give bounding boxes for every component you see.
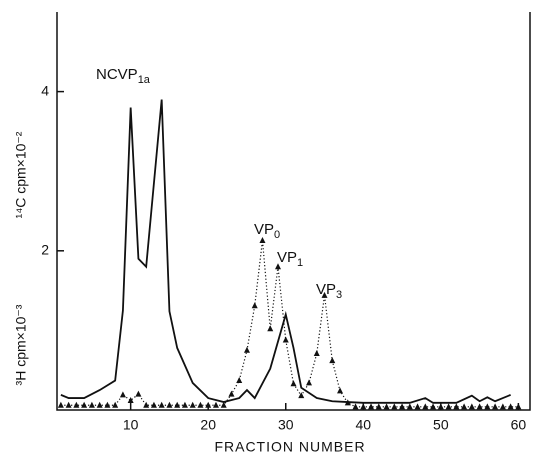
triangle-marker bbox=[515, 403, 522, 410]
annotation-subscript: 1 bbox=[297, 257, 303, 269]
triangle-marker bbox=[243, 346, 250, 353]
annotation-subscript: 0 bbox=[274, 229, 280, 241]
triangle-marker bbox=[135, 390, 142, 397]
triangle-marker bbox=[96, 401, 103, 408]
triangle-marker bbox=[158, 401, 165, 408]
triangle-marker bbox=[453, 403, 460, 410]
triangle-marker bbox=[81, 401, 88, 408]
annotation: VP3 bbox=[316, 281, 342, 301]
triangle-marker bbox=[383, 403, 390, 410]
triangle-marker bbox=[437, 403, 444, 410]
triangle-marker bbox=[360, 403, 367, 410]
x-tick-label: 20 bbox=[200, 417, 216, 433]
triangle-marker bbox=[430, 403, 437, 410]
triangle-marker bbox=[189, 401, 196, 408]
triangle-marker bbox=[445, 403, 452, 410]
triangle-marker bbox=[499, 403, 506, 410]
triangle-marker bbox=[461, 403, 468, 410]
triangle-marker bbox=[267, 325, 274, 332]
triangle-marker bbox=[368, 403, 375, 410]
triangle-marker bbox=[119, 391, 126, 398]
triangle-marker bbox=[251, 302, 258, 309]
triangle-marker bbox=[329, 357, 336, 364]
triangle-marker bbox=[375, 403, 382, 410]
triangle-marker bbox=[468, 403, 475, 410]
axes bbox=[56, 12, 531, 411]
annotation-text: VP bbox=[254, 221, 274, 238]
triangle-marker bbox=[104, 401, 111, 408]
y-axis-label: ³H cpm×10⁻³ bbox=[13, 304, 29, 385]
x-tick-label: 60 bbox=[511, 417, 527, 433]
triangle-marker bbox=[406, 403, 413, 410]
triangle-marker bbox=[174, 401, 181, 408]
annotation: VP1 bbox=[277, 249, 303, 269]
y-axis-label: ¹⁴C cpm×10⁻² bbox=[13, 131, 29, 218]
data-line bbox=[60, 99, 511, 404]
triangle-marker bbox=[166, 401, 173, 408]
triangle-marker bbox=[352, 403, 359, 410]
x-tick-label: 40 bbox=[355, 417, 371, 433]
triangle-marker bbox=[259, 236, 266, 243]
triangle-marker bbox=[112, 401, 119, 408]
triangle-marker bbox=[476, 403, 483, 410]
triangle-marker bbox=[57, 401, 64, 408]
annotation: NCVP1a bbox=[96, 66, 151, 86]
triangle-marker bbox=[274, 263, 281, 270]
triangle-marker bbox=[290, 380, 297, 387]
x-tick-label: 30 bbox=[278, 417, 294, 433]
x-tick-label: 10 bbox=[123, 417, 139, 433]
triangle-marker bbox=[127, 396, 134, 403]
triangle-marker bbox=[337, 387, 344, 394]
y-tick-label: 2 bbox=[41, 242, 49, 258]
triangle-marker bbox=[143, 401, 150, 408]
annotation-text: VP bbox=[316, 281, 336, 298]
triangle-marker bbox=[88, 401, 95, 408]
x-tick-label: 50 bbox=[433, 417, 449, 433]
triangle-marker bbox=[492, 403, 499, 410]
x-axis-label: FRACTION NUMBER bbox=[214, 439, 365, 455]
triangle-marker bbox=[150, 401, 157, 408]
triangle-marker bbox=[391, 403, 398, 410]
triangle-marker bbox=[228, 390, 235, 397]
triangle-marker bbox=[422, 403, 429, 410]
triangle-marker bbox=[414, 403, 421, 410]
triangle-marker bbox=[298, 392, 305, 399]
triangle-marker bbox=[65, 401, 72, 408]
triangle-marker bbox=[236, 377, 243, 384]
triangle-marker bbox=[507, 403, 514, 410]
triangle-marker bbox=[181, 401, 188, 408]
triangle-marker bbox=[73, 401, 80, 408]
triangle-marker bbox=[344, 399, 351, 406]
annotation: VP0 bbox=[254, 221, 280, 241]
annotation-text: NCVP bbox=[96, 66, 138, 83]
triangle-marker bbox=[197, 401, 204, 408]
y-tick-label: 4 bbox=[41, 82, 49, 98]
triangle-marker bbox=[282, 336, 289, 343]
triangle-marker bbox=[313, 349, 320, 356]
triangle-marker bbox=[306, 379, 313, 386]
triangle-marker bbox=[220, 401, 227, 408]
annotation-subscript: 1a bbox=[138, 74, 151, 86]
triangle-marker bbox=[399, 403, 406, 410]
triangle-marker bbox=[321, 291, 328, 298]
triangle-marker bbox=[212, 401, 219, 408]
triangle-marker bbox=[484, 403, 491, 410]
annotation-text: VP bbox=[277, 249, 297, 266]
triangle-marker bbox=[205, 401, 212, 408]
annotation-subscript: 3 bbox=[336, 289, 342, 301]
